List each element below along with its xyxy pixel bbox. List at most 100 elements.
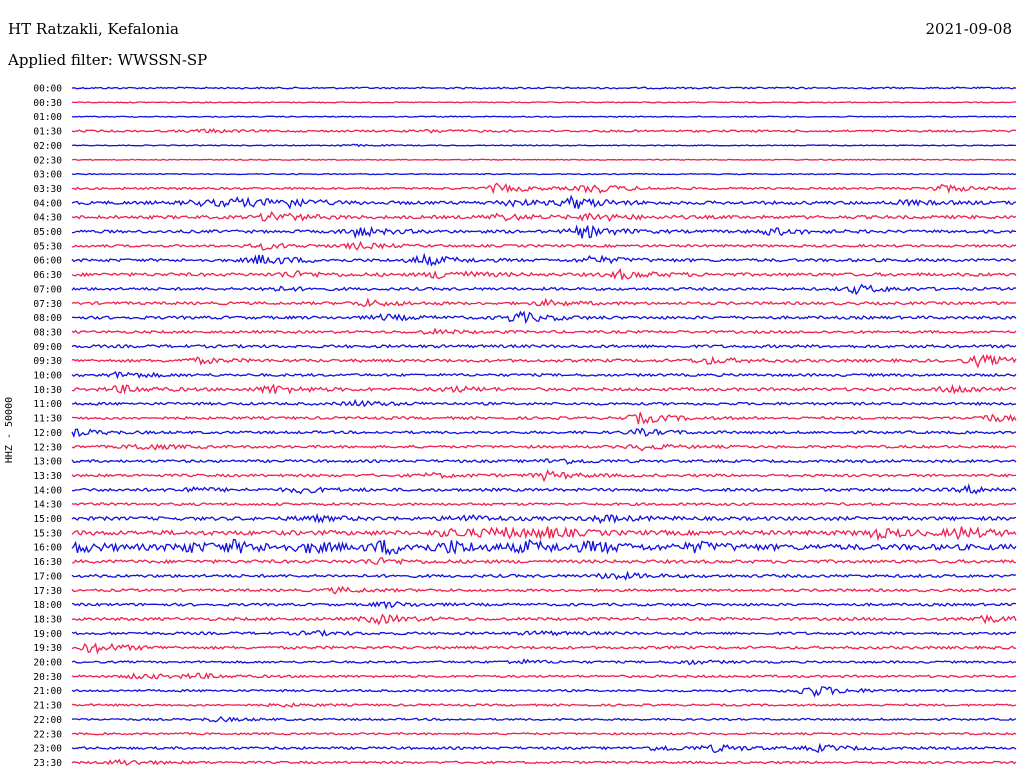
trace-line — [71, 613, 1017, 626]
time-labels: 00:00 00:30 01:00 01:30 02:00 02:30 03:00 03:30… — [33, 84, 62, 769]
trace-line — [71, 210, 1017, 223]
time-label: 01:00 — [33, 112, 62, 123]
time-label: 03:00 — [33, 170, 62, 181]
trace-line — [71, 742, 1017, 754]
trace-line — [71, 600, 1017, 610]
time-label: 13:00 — [33, 457, 62, 468]
trace-line — [71, 672, 1017, 680]
trace-line — [71, 101, 1016, 104]
trace-line — [71, 143, 1016, 148]
trace-line — [72, 224, 1017, 239]
time-label: 12:30 — [33, 442, 62, 453]
date-label: 2021-09-08 — [925, 20, 1012, 38]
trace-line — [71, 557, 1016, 566]
trace-line — [71, 283, 1017, 296]
trace-line — [71, 458, 1017, 465]
trace-line — [71, 716, 1017, 723]
time-label: 05:00 — [33, 227, 62, 238]
trace-line — [71, 182, 1017, 195]
trace-line — [71, 427, 1017, 439]
time-label: 18:30 — [33, 614, 62, 625]
time-label: 03:30 — [33, 184, 62, 195]
time-label: 06:00 — [33, 256, 62, 267]
time-label: 13:30 — [33, 471, 62, 482]
time-label: 16:00 — [33, 543, 62, 554]
station-title: HT Ratzakli, Kefalonia — [8, 20, 179, 38]
trace-line — [71, 538, 1017, 556]
time-label: 16:30 — [33, 557, 62, 568]
time-label: 20:30 — [33, 672, 62, 683]
trace-line — [71, 526, 1017, 542]
trace-line — [71, 194, 1017, 210]
trace-line — [71, 343, 1017, 349]
trace-line — [71, 658, 1017, 666]
filter-label: Applied filter: WWSSN-SP — [8, 51, 208, 69]
trace-line — [71, 501, 1017, 507]
time-label: 11:30 — [33, 414, 62, 425]
time-label: 10:30 — [33, 385, 62, 396]
time-label: 15:00 — [33, 514, 62, 525]
time-label: 10:00 — [33, 371, 62, 382]
trace-line — [71, 629, 1017, 638]
time-label: 11:00 — [33, 399, 62, 410]
time-label: 19:30 — [33, 643, 62, 654]
time-label: 22:30 — [33, 729, 62, 740]
trace-line — [71, 398, 1017, 408]
time-label: 17:30 — [33, 586, 62, 597]
time-label: 22:00 — [33, 715, 62, 726]
time-label: 07:00 — [33, 284, 62, 295]
time-label: 06:30 — [33, 270, 62, 281]
time-label: 01:30 — [33, 127, 62, 138]
trace-line — [71, 585, 1017, 595]
trace-line — [71, 252, 1017, 267]
time-label: 09:30 — [33, 356, 62, 367]
time-label: 21:00 — [33, 686, 62, 697]
time-label: 14:30 — [33, 500, 62, 511]
time-label: 19:00 — [33, 629, 62, 640]
time-label: 00:30 — [33, 98, 62, 109]
trace-line — [71, 702, 1017, 708]
trace-line — [71, 353, 1017, 369]
time-label: 02:30 — [33, 155, 62, 166]
trace-line — [71, 310, 1017, 325]
time-label: 08:30 — [33, 327, 62, 338]
trace-line — [71, 240, 1017, 251]
trace-line — [71, 570, 1017, 581]
time-label: 21:30 — [33, 701, 62, 712]
trace-line — [71, 758, 1017, 766]
trace-line — [71, 127, 1017, 134]
time-label: 23:30 — [33, 758, 62, 769]
time-label: 14:00 — [33, 485, 62, 496]
time-label: 07:30 — [33, 299, 62, 310]
trace-line — [71, 412, 1017, 425]
trace-line — [71, 483, 1017, 495]
time-label: 20:00 — [33, 658, 62, 669]
time-label: 17:00 — [33, 571, 62, 582]
time-label: 04:30 — [33, 213, 62, 224]
trace-line — [71, 443, 1017, 452]
trace-line — [71, 512, 1017, 525]
time-label: 02:00 — [33, 141, 62, 152]
trace-line — [71, 86, 1017, 90]
time-label: 23:00 — [33, 744, 62, 755]
trace-line — [71, 268, 1017, 280]
trace-line — [71, 297, 1017, 308]
time-label: 00:00 — [33, 84, 62, 95]
time-label: 04:00 — [33, 198, 62, 209]
trace-line — [71, 327, 1017, 335]
time-label: 08:00 — [33, 313, 62, 324]
trace-line — [71, 370, 1017, 380]
trace-line — [71, 172, 1017, 176]
trace-line — [71, 731, 1017, 736]
time-label: 15:30 — [33, 528, 62, 539]
trace-line — [71, 158, 1016, 161]
trace-line — [71, 383, 1017, 395]
trace-line — [71, 642, 1017, 655]
trace-line — [71, 115, 1017, 118]
trace-line — [71, 469, 1017, 483]
time-label: 18:00 — [33, 600, 62, 611]
time-label: 05:30 — [33, 241, 62, 252]
time-label: 12:00 — [33, 428, 62, 439]
seismic-traces — [71, 86, 1017, 766]
